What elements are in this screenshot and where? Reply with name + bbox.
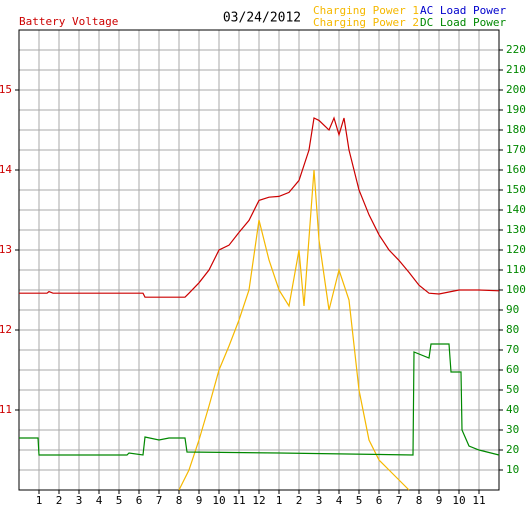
x-tick-label: 11 — [232, 494, 245, 507]
y2-tick-label: 210 — [506, 63, 526, 76]
y2-tick-label: 220 — [506, 43, 526, 56]
x-tick-label: 1 — [276, 494, 283, 507]
series-line — [19, 116, 500, 298]
x-tick-label: 9 — [196, 494, 203, 507]
x-tick-label: 3 — [76, 494, 83, 507]
y2-tick-label: 180 — [506, 123, 526, 136]
x-tick-label: 6 — [136, 494, 143, 507]
y2-tick-label: 10 — [506, 463, 519, 476]
y2-tick-label: 190 — [506, 103, 526, 116]
x-tick-label: 4 — [96, 494, 103, 507]
y2-tick-label: 170 — [506, 143, 526, 156]
y2-tick-label: 80 — [506, 323, 519, 336]
x-tick-label: 1 — [36, 494, 43, 507]
series-line — [178, 169, 410, 491]
x-tick-label: 5 — [116, 494, 123, 507]
y2-tick-label: 100 — [506, 283, 526, 296]
x-tick-label: 2 — [56, 494, 63, 507]
y2-tick-label: 70 — [506, 343, 519, 356]
y-tick-label: 14 — [0, 163, 12, 176]
y2-tick-label: 140 — [506, 203, 526, 216]
y-tick-label: 12 — [0, 323, 12, 336]
x-tick-label: 4 — [336, 494, 343, 507]
x-tick-label: 10 — [212, 494, 225, 507]
plot-frame — [18, 29, 500, 491]
x-tick-label: 11 — [472, 494, 485, 507]
x-tick-label: 8 — [416, 494, 423, 507]
legend-entry: AC Load Power — [420, 4, 506, 17]
legend-entry: DC Load Power — [420, 16, 506, 29]
legend-entry: Battery Voltage — [19, 15, 118, 28]
y2-tick-label: 110 — [506, 263, 526, 276]
series-line — [19, 343, 500, 456]
y-tick-label: 11 — [0, 403, 12, 416]
y2-tick-label: 20 — [506, 443, 519, 456]
x-tick-label: 5 — [356, 494, 363, 507]
y2-tick-label: 50 — [506, 383, 519, 396]
x-tick-label: 3 — [316, 494, 323, 507]
y2-tick-label: 200 — [506, 83, 526, 96]
y2-tick-label: 60 — [506, 363, 519, 376]
x-tick-label: 8 — [176, 494, 183, 507]
y2-tick-label: 120 — [506, 243, 526, 256]
x-tick-label: 10 — [452, 494, 465, 507]
y2-tick-label: 150 — [506, 183, 526, 196]
x-tick-label: 2 — [296, 494, 303, 507]
x-tick-label: 12 — [252, 494, 265, 507]
y2-tick-label: 30 — [506, 423, 519, 436]
x-tick-label: 7 — [156, 494, 163, 507]
y2-tick-label: 40 — [506, 403, 519, 416]
chart-title: 03/24/2012 — [223, 11, 301, 26]
y2-tick-label: 160 — [506, 163, 526, 176]
y-tick-label: 15 — [0, 83, 12, 96]
y-tick-label: 13 — [0, 243, 12, 256]
legend-entry: Charging Power 1 — [313, 4, 419, 17]
x-tick-label: 9 — [436, 494, 443, 507]
legend-entry: Charging Power 2 — [313, 16, 419, 29]
y2-tick-label: 130 — [506, 223, 526, 236]
x-tick-label: 7 — [396, 494, 403, 507]
y2-tick-label: 90 — [506, 303, 519, 316]
x-tick-label: 6 — [376, 494, 383, 507]
